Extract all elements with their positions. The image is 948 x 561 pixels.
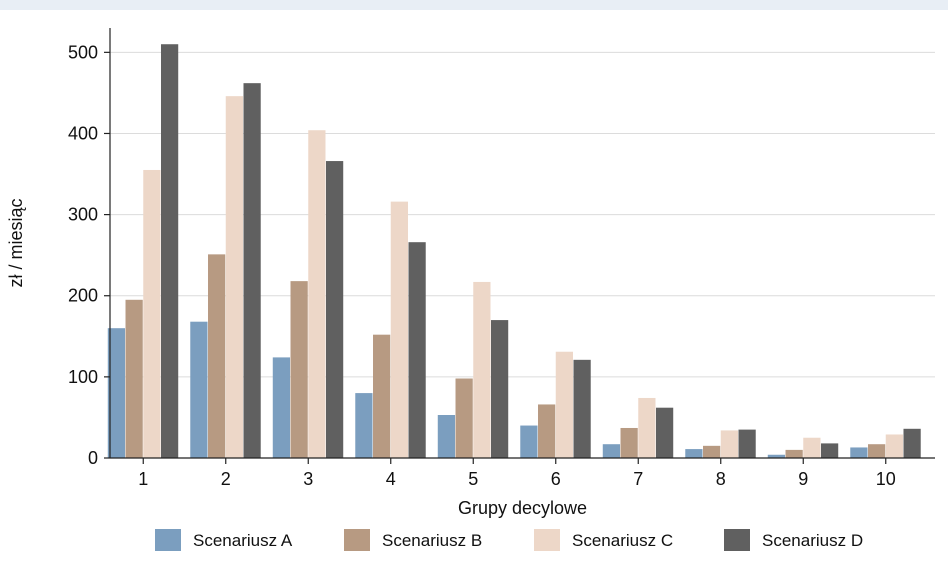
bar (885, 434, 903, 458)
bar (160, 44, 179, 459)
bar (437, 415, 456, 458)
x-tick-label: 6 (551, 469, 561, 489)
x-tick-label: 7 (633, 469, 643, 489)
x-tick-label: 5 (468, 469, 478, 489)
x-tick-label: 10 (876, 469, 896, 489)
bar (620, 427, 638, 458)
bar (655, 407, 674, 458)
bar (455, 378, 473, 458)
legend-swatch (155, 529, 181, 551)
bar (850, 447, 868, 458)
y-tick-label: 300 (68, 205, 98, 225)
legend: Scenariusz A Scenariusz B Scenariusz C Scen… (155, 529, 863, 551)
bar (225, 96, 243, 458)
bar (308, 130, 326, 458)
y-tick-label: 100 (68, 367, 98, 387)
bar (290, 281, 308, 458)
bar (868, 444, 886, 458)
bar (243, 83, 261, 459)
bar (903, 428, 921, 458)
bar (107, 328, 126, 458)
bars (107, 44, 921, 459)
y-tick-label: 0 (88, 448, 98, 468)
bar (602, 444, 621, 458)
bar (803, 437, 821, 458)
top-bar (0, 0, 948, 10)
x-tick-label: 4 (386, 469, 396, 489)
y-tick-label: 200 (68, 286, 98, 306)
bar (685, 449, 703, 458)
bar (573, 359, 591, 458)
legend-swatch (724, 529, 750, 551)
legend-label: Scenariusz A (193, 531, 293, 550)
x-tick-label: 1 (138, 469, 148, 489)
bar (143, 169, 161, 458)
bar (490, 320, 509, 458)
bar (767, 454, 786, 458)
legend-swatch (534, 529, 560, 551)
bar (820, 443, 839, 458)
bar (538, 404, 556, 458)
legend-label: Scenariusz C (572, 531, 673, 550)
y-ticks: 0 100 200 300 400 500 (68, 42, 110, 468)
bar (355, 393, 373, 458)
x-ticks: 1 2 3 4 5 6 7 8 9 10 (138, 458, 896, 489)
bar (208, 254, 226, 458)
legend-label: Scenariusz B (382, 531, 482, 550)
x-axis-title: Grupy decylowe (458, 498, 587, 518)
bar (125, 299, 143, 458)
bar (638, 397, 656, 458)
bar (738, 429, 756, 458)
bar (272, 357, 291, 458)
bar (720, 430, 738, 458)
bar (390, 201, 408, 459)
x-tick-label: 8 (716, 469, 726, 489)
bar (703, 445, 721, 458)
x-tick-label: 9 (798, 469, 808, 489)
bar (325, 161, 344, 458)
y-axis-title: zł / miesiąc (6, 198, 26, 287)
legend-swatch (344, 529, 370, 551)
legend-label: Scenariusz D (762, 531, 863, 550)
x-tick-label: 2 (221, 469, 231, 489)
y-tick-label: 500 (68, 42, 98, 62)
bar (785, 449, 803, 458)
x-tick-label: 3 (303, 469, 313, 489)
bar (473, 281, 491, 458)
bar (190, 321, 208, 458)
bar (555, 351, 573, 458)
bar (520, 425, 538, 458)
bar (408, 242, 426, 458)
bar (373, 334, 391, 458)
y-tick-label: 400 (68, 123, 98, 143)
